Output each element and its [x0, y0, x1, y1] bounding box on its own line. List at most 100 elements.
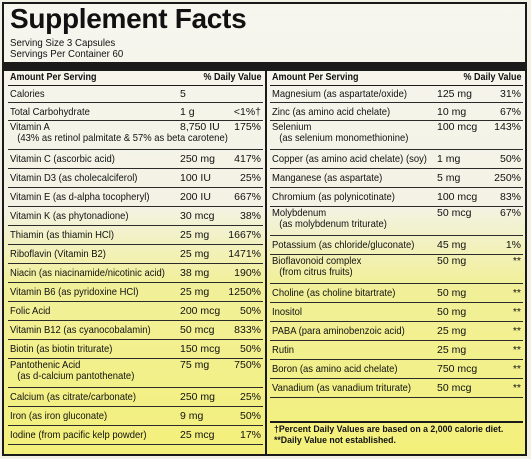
nutrient-name-line: Copper (as amino acid chelate) (soy)	[272, 153, 427, 165]
nutrient-amount: 100 mcg	[437, 191, 478, 203]
nutrient-amount: 1 mg	[437, 153, 461, 165]
nutrient-daily-value: 67%	[499, 105, 521, 118]
nutrient-amount: 750 mcg	[437, 363, 478, 375]
panel-title: Supplement Facts	[10, 3, 247, 34]
nutrient-name-detail: (as molybdenum triturate)	[279, 218, 387, 230]
header-daily-value: % Daily Value	[462, 72, 521, 83]
supplement-facts-panel: Supplement Facts Serving Size 3 Capsules…	[2, 2, 527, 456]
nutrient-name: Boron (as amino acid chelate)	[272, 364, 398, 375]
nutrient-daily-value: **	[512, 382, 521, 394]
thick-divider	[4, 62, 525, 71]
nutrient-row: Inositol 50 mg **	[270, 303, 523, 322]
nutrient-daily-value: 417%	[234, 153, 261, 165]
nutrient-amount: 25 mg	[437, 344, 467, 356]
nutrient-name-line: Magnesium (as aspartate/oxide)	[272, 88, 407, 100]
nutrient-row: Selenium (as selenium monomethionine) 100 …	[270, 121, 523, 150]
nutrient-row: Thiamin (as thiamin HCl) 25 mg 1667%	[8, 226, 263, 245]
nutrient-name-line: Manganese (as aspartate)	[272, 172, 383, 184]
nutrient-daily-value: 143%	[494, 121, 521, 133]
nutrient-name: Molybdenum (as molybdenum triturate)	[272, 208, 387, 230]
nutrient-name: Vanadium (as vanadium triturate)	[272, 383, 411, 394]
right-column: Amount Per Serving % Daily Value Magnesi…	[270, 71, 523, 398]
nutrient-row: Rutin 25 mg **	[270, 341, 523, 360]
nutrient-row: Iodine (from pacific kelp powder) 25 mcg 1…	[8, 426, 263, 445]
nutrient-name-line: Thiamin (as thiamin HCl)	[10, 229, 114, 241]
nutrient-amount: 25 mg	[180, 248, 210, 260]
nutrient-name-line: Vitamin D3 (as cholecalciferol)	[10, 172, 138, 184]
nutrient-name: Inositol	[272, 307, 302, 318]
nutrient-row: Choline (as choline bitartrate) 50 mg **	[270, 284, 523, 303]
nutrient-daily-value: 50%	[239, 305, 261, 317]
nutrient-name-line: Bioflavonoid complex	[272, 255, 362, 267]
right-column-header: Amount Per Serving % Daily Value	[270, 71, 523, 86]
footnotes: †Percent Daily Values are based on a 2,0…	[274, 424, 504, 446]
nutrient-amount: 50 mcg	[437, 382, 472, 394]
nutrient-name: Iodine (from pacific kelp powder)	[10, 430, 147, 441]
nutrient-daily-value: 17%	[239, 429, 261, 441]
nutrient-row: Vitamin B6 (as pyridoxine HCl) 25 mg 1250%	[8, 283, 263, 302]
nutrient-row: Vitamin A (43% as retinol palmitate & 57%…	[8, 121, 263, 150]
nutrient-daily-value: 1471%	[228, 248, 261, 260]
nutrient-daily-value: 31%	[499, 88, 521, 100]
nutrient-name: Calories	[10, 89, 45, 100]
nutrient-name-line: PABA (para aminobenzoic acid)	[272, 325, 405, 337]
nutrient-daily-value: 175%	[234, 121, 261, 133]
nutrient-daily-value: 1667%	[228, 229, 261, 241]
nutrient-name: Manganese (as aspartate)	[272, 173, 382, 184]
nutrient-amount: 125 mg	[437, 88, 473, 100]
nutrient-name: Selenium (as selenium monomethionine)	[272, 122, 408, 144]
nutrient-name: Thiamin (as thiamin HCl)	[10, 230, 114, 241]
nutrient-daily-value: **	[512, 255, 521, 267]
nutrient-name: Vitamin C (ascorbic acid)	[10, 154, 115, 165]
nutrient-name: Magnesium (as aspartate/oxide)	[272, 89, 407, 100]
nutrient-row: Chromium (as polynicotinate) 100 mcg 83%	[270, 188, 523, 207]
nutrient-row: Potassium (as chloride/gluconate) 45 mg 1%	[270, 236, 523, 255]
nutrient-amount: 25 mg	[437, 325, 467, 337]
nutrient-name: Biotin (as biotin triturate)	[10, 344, 112, 355]
nutrient-daily-value: 1250%	[228, 286, 261, 298]
nutrient-daily-value: **	[512, 287, 521, 299]
nutrient-name-line: Total Carbohydrate	[10, 105, 90, 118]
header-daily-value: % Daily Value	[202, 72, 261, 83]
nutrient-name: Vitamin B12 (as cyanocobalamin)	[10, 325, 151, 336]
nutrient-amount: 150 mcg	[180, 343, 221, 355]
nutrient-amount: 25 mcg	[180, 429, 215, 441]
nutrient-row: Manganese (as aspartate) 5 mg 250%	[270, 169, 523, 188]
nutrient-name: Total Carbohydrate	[10, 105, 90, 118]
header-amount-per-serving: Amount Per Serving	[272, 72, 359, 83]
nutrient-row: Riboflavin (Vitamin B2) 25 mg 1471%	[8, 245, 263, 264]
nutrient-row: Boron (as amino acid chelate) 750 mcg **	[270, 360, 523, 379]
nutrient-name-line: Molybdenum	[272, 207, 327, 219]
nutrient-name-detail: (as selenium monomethionine)	[279, 132, 409, 144]
nutrient-amount: 250 mg	[180, 153, 216, 165]
nutrient-amount: 30 mcg	[180, 210, 215, 222]
nutrient-amount: 38 mg	[180, 267, 210, 279]
nutrient-name: Folic Acid	[10, 306, 50, 317]
header-amount-per-serving: Amount Per Serving	[10, 72, 97, 83]
nutrient-amount: 100 IU	[180, 172, 211, 184]
nutrient-daily-value: **	[512, 344, 521, 356]
nutrient-name: Choline (as choline bitartrate)	[272, 288, 395, 299]
nutrient-name-detail: (as d-calcium pantothenate)	[17, 370, 135, 382]
nutrient-row: Pantothenic Acid (as d-calcium pantothena…	[8, 359, 263, 388]
left-column-header: Amount Per Serving % Daily Value	[8, 71, 263, 86]
nutrient-name: Vitamin D3 (as cholecalciferol)	[10, 173, 137, 184]
nutrient-name-line: Inositol	[272, 306, 302, 318]
nutrient-row: Folic Acid 200 mcg 50%	[8, 302, 263, 321]
nutrient-name-line: Vitamin B6 (as pyridoxine HCl)	[10, 286, 139, 298]
nutrient-amount: 50 mg	[437, 287, 467, 299]
nutrient-name: Copper (as amino acid chelate) (soy)	[272, 154, 427, 165]
nutrient-daily-value: 833%	[234, 324, 261, 336]
nutrient-amount: 5	[180, 88, 186, 100]
left-column: Amount Per Serving % Daily Value Calorie…	[8, 71, 263, 445]
nutrient-amount: 25 mg	[180, 229, 210, 241]
nutrient-name: Vitamin A (43% as retinol palmitate & 57%…	[10, 122, 228, 144]
nutrient-daily-value: 190%	[234, 267, 261, 279]
nutrient-name-line: Folic Acid	[10, 305, 51, 317]
nutrient-row: Magnesium (as aspartate/oxide) 125 mg 31%	[270, 86, 523, 103]
nutrient-name-line: Calories	[10, 88, 45, 100]
nutrient-amount: 50 mcg	[180, 324, 215, 336]
nutrient-amount: 200 IU	[180, 191, 211, 203]
nutrient-amount: 45 mg	[437, 239, 467, 251]
nutrient-name-line: Iron (as iron gluconate)	[10, 410, 108, 422]
